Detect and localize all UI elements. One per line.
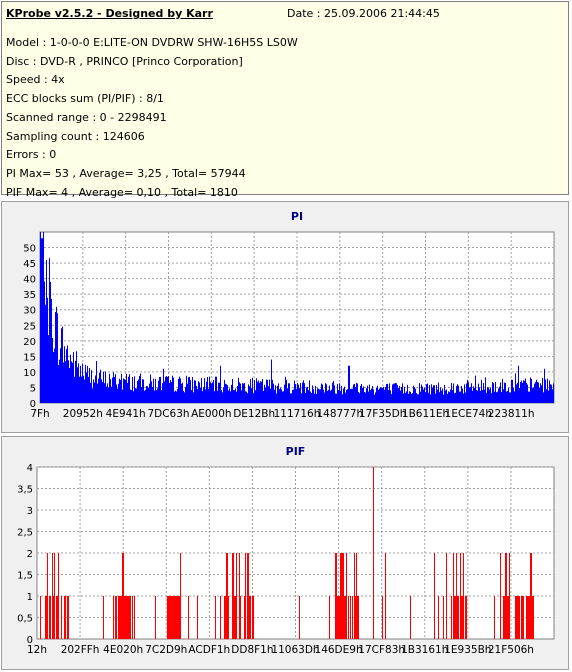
x-tick-label: 7DC63h [147, 408, 189, 420]
y-tick-label: 0,5 [17, 614, 33, 625]
x-tick-label: 17CF83h [358, 644, 405, 656]
y-tick-label: 2,5 [17, 528, 33, 539]
sampling-line: Sampling count : 124606 [6, 129, 145, 143]
x-tick-label: 4E020h [103, 644, 143, 656]
y-tick-label: 30 [23, 306, 36, 317]
y-tick-label: 3 [27, 506, 33, 517]
pi-chart-panel: PI 0 5 10 15 20 25 30 35 40 45 50 7Fh 20952h 4E941h 7DC… [1, 201, 569, 433]
pif-chart: PIF 0 0,5 1 1,5 2 2,5 3 3,5 4 12h 202FFh 4E020h 7C2D9… [17, 445, 555, 656]
y-tick-label: 1 [27, 592, 33, 603]
x-tick-label: 1E935Bh [444, 644, 491, 656]
y-tick-label: 25 [23, 321, 36, 332]
pif-stats-line: PIF Max= 4 , Average= 0,10 , Total= 1810 [6, 185, 238, 199]
range-line: Scanned range : 0 - 2298491 [6, 110, 167, 124]
y-tick-label: 0 [30, 399, 36, 410]
chart-title: PIF [286, 445, 306, 458]
pif-chart-panel: PIF 0 0,5 1 1,5 2 2,5 3 3,5 4 12h 202FFh 4E020h 7C2D9… [1, 436, 569, 670]
x-tick-label: 1B611Eh [402, 408, 449, 420]
app-title: KProbe v2.5.2 - Designed by Karr [6, 7, 213, 20]
y-tick-label: 4 [27, 463, 33, 474]
info-panel: KProbe v2.5.2 - Designed by Karr Date : … [1, 1, 569, 199]
model-line: Model : 1-0-0-0 E:LITE-ON DVDRW SHW-16H5… [6, 36, 298, 49]
x-tick-label: 1B3161h [401, 644, 448, 656]
x-tick-label: 146DE9h [315, 644, 363, 656]
ecc-line: ECC blocks sum (PI/PIF) : 8/1 [6, 92, 164, 106]
speed-line: Speed : 4x [6, 73, 65, 87]
y-tick-label: 2 [27, 549, 33, 560]
x-tick-label: 223811h [488, 408, 535, 420]
x-tick-label: 1ECE74h [445, 408, 492, 420]
x-tick-label: 21F506h [488, 644, 534, 656]
y-tick-label: 40 [23, 275, 36, 286]
chart-title: PI [291, 210, 303, 223]
y-tick-label: 0 [27, 635, 33, 646]
x-tick-label: 7Fh [30, 408, 49, 420]
data-series [40, 467, 534, 639]
y-tick-label: 45 [23, 259, 36, 270]
x-tick-label: 11063Dh [271, 644, 319, 656]
x-tick-label: DD8F1h [231, 644, 273, 656]
x-tick-label: 7C2D9h [145, 644, 187, 656]
errors-line: Errors : 0 [6, 148, 57, 162]
x-tick-label: 148777h [316, 408, 363, 420]
y-tick-label: 5 [30, 383, 36, 394]
x-tick-label: 12h [27, 644, 47, 656]
y-tick-label: 10 [23, 368, 36, 379]
x-tick-label: DE12Bh [233, 408, 275, 420]
x-tick-label: 111716h [274, 408, 321, 420]
x-tick-label: AE000h [191, 408, 232, 420]
x-tick-label: 20952h [63, 408, 103, 420]
x-tick-label: 202FFh [61, 644, 100, 656]
x-tick-label: ACDF1h [188, 644, 230, 656]
pi-chart: PI 0 5 10 15 20 25 30 35 40 45 50 7Fh 20952h 4E941h 7DC… [23, 210, 555, 420]
pi-stats-line: PI Max= 53 , Average= 3,25 , Total= 5794… [6, 166, 246, 180]
y-tick-label: 1,5 [17, 571, 33, 582]
scan-date: Date : 25.09.2006 21:44:45 [287, 7, 440, 20]
x-tick-label: 17F35Dh [359, 408, 407, 420]
disc-line: Disc : DVD-R , PRINCO [Princo Corporatio… [6, 54, 243, 68]
y-tick-label: 50 [23, 244, 36, 255]
y-tick-label: 15 [23, 352, 36, 363]
y-tick-label: 20 [23, 337, 36, 348]
data-series [40, 232, 554, 403]
y-tick-label: 35 [23, 290, 36, 301]
y-tick-label: 3,5 [17, 485, 33, 496]
x-tick-label: 4E941h [106, 408, 146, 420]
